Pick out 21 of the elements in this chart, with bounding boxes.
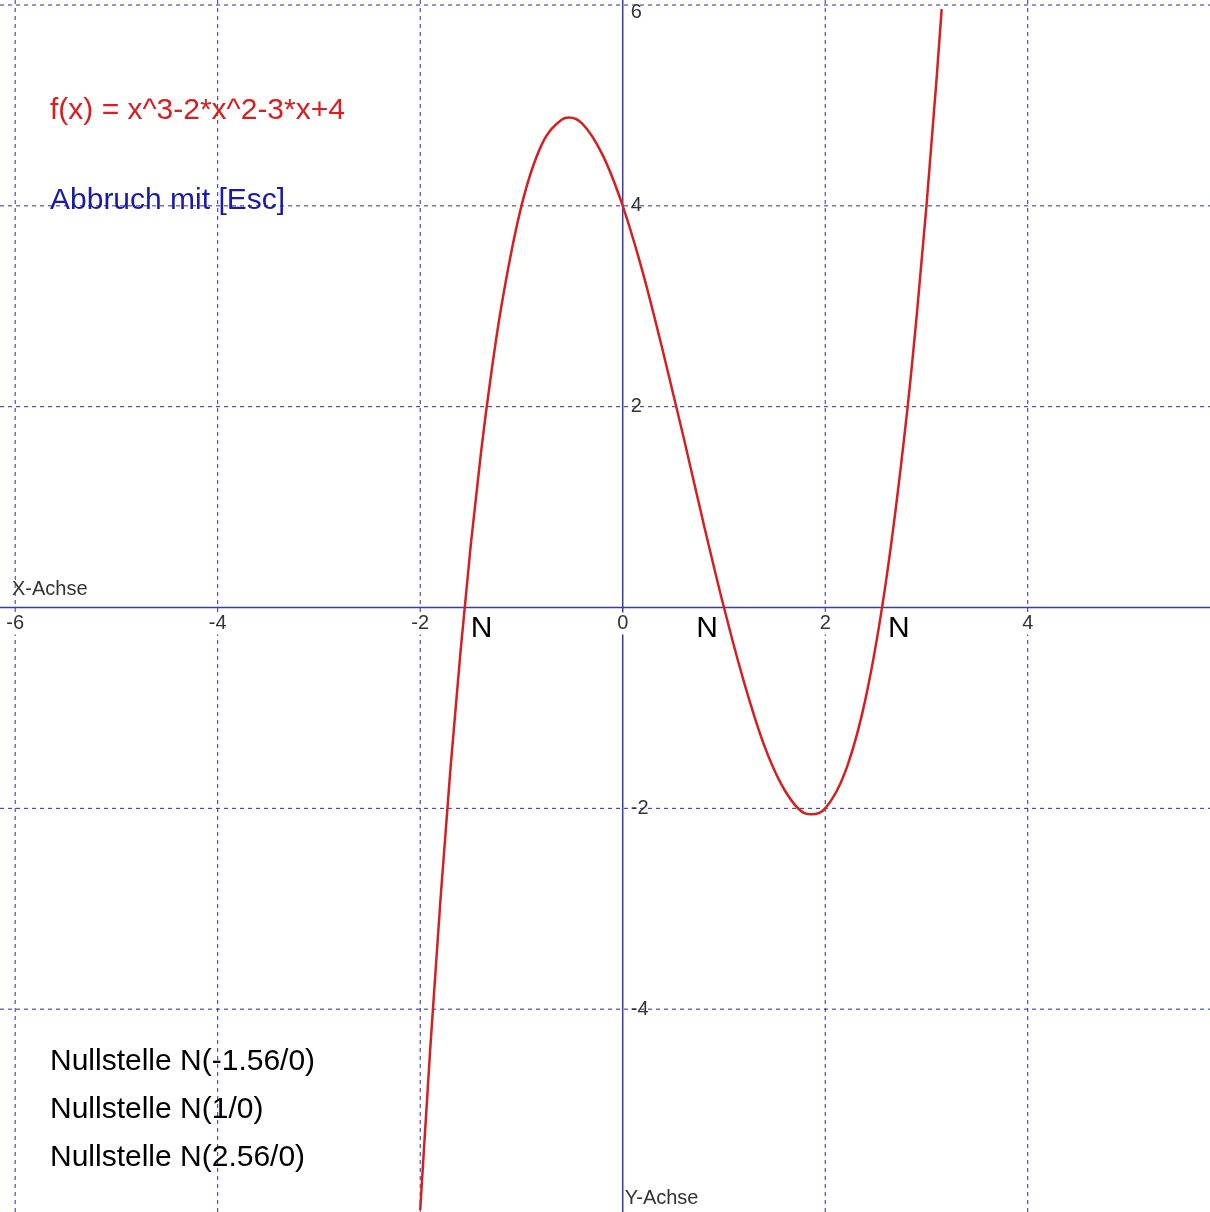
x-tick-label: -2 [411,611,430,634]
annotation: Nullstelle N(1/0) [50,1090,265,1126]
x-axis-title: X-Achse [12,577,88,600]
annotation: Nullstelle N(-1.56/0) [50,1042,316,1078]
annotation: N [696,609,718,643]
y-tick-label: 2 [630,394,642,417]
y-tick-label: 4 [630,193,642,216]
text: f(x) = x^3-2*x^2-3*x+4 [50,92,345,126]
y-tick-label: -4 [630,996,649,1019]
y-tick-label: -2 [630,795,649,818]
annotation: N [470,609,493,643]
x-tick-label: -6 [6,611,25,634]
x-tick-label: 2 [819,611,831,634]
annotation: N [887,609,910,643]
y-tick-label: 6 [630,0,642,22]
x-tick-label: 0 [617,611,629,634]
annotation: Nullstelle N(2.56/0) [50,1138,307,1174]
y-axis-title: Y-Achse [624,1185,699,1208]
annotation: Abbruch mit [Esc] [50,182,286,216]
x-tick-label: 4 [1022,611,1034,634]
x-tick-label: -4 [208,611,227,634]
